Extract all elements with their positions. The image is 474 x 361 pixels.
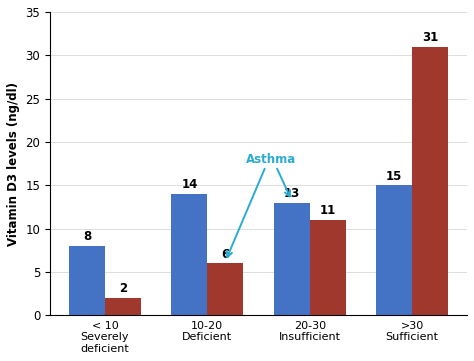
- Bar: [274, 203, 310, 315]
- Text: 15: 15: [386, 170, 402, 183]
- Text: 6: 6: [221, 248, 229, 261]
- Bar: [376, 185, 412, 315]
- Bar: [105, 298, 141, 315]
- Bar: [69, 246, 105, 315]
- Bar: [172, 194, 207, 315]
- Bar: [412, 47, 448, 315]
- Text: 31: 31: [422, 31, 438, 44]
- Text: 14: 14: [181, 178, 198, 191]
- Text: 11: 11: [319, 204, 336, 217]
- Text: 13: 13: [284, 187, 300, 200]
- Bar: [310, 220, 346, 315]
- Text: 2: 2: [119, 282, 127, 295]
- Bar: [207, 263, 243, 315]
- Text: 8: 8: [83, 230, 91, 243]
- Text: Asthma: Asthma: [246, 153, 296, 166]
- Y-axis label: Vitamin D3 levels (ng/dl): Vitamin D3 levels (ng/dl): [7, 82, 20, 245]
